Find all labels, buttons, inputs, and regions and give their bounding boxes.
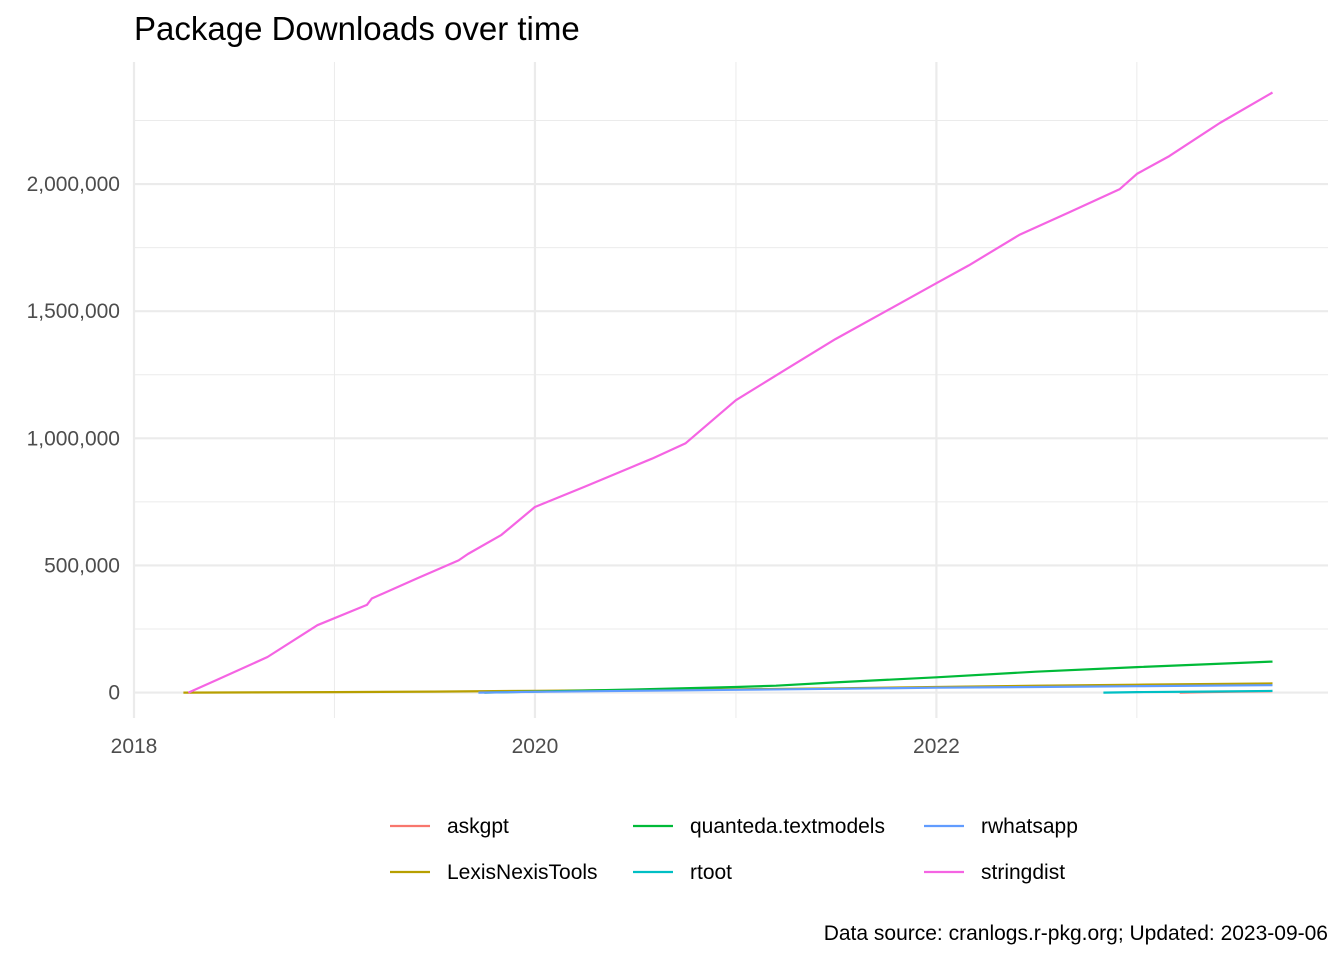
x-tick-label: 2018 (111, 735, 158, 758)
y-tick-label: 0 (108, 682, 120, 705)
y-axis-ticks: 0 500,000 1,000,000 1,500,000 2,000,000 (27, 173, 120, 705)
legend-label: rwhatsapp (981, 815, 1078, 838)
y-tick-label: 1,000,000 (27, 427, 120, 450)
series-line-rtoot (1103, 689, 1273, 694)
legend-label: LexisNexisTools (447, 861, 598, 884)
legend-label: quanteda.textmodels (690, 815, 885, 838)
minor-gridlines (134, 62, 1328, 718)
series-lines (183, 91, 1274, 694)
y-tick-label: 2,000,000 (27, 173, 120, 196)
legend-label: askgpt (447, 815, 509, 838)
x-axis-ticks: 2018 2020 2022 (111, 735, 960, 758)
x-tick-label: 2020 (512, 735, 559, 758)
series-line-stringdist (187, 91, 1274, 694)
chart-caption: Data source: cranlogs.r-pkg.org; Updated… (824, 922, 1328, 945)
chart-title: Package Downloads over time (134, 10, 580, 47)
x-tick-label: 2022 (913, 735, 960, 758)
y-tick-label: 1,500,000 (27, 300, 120, 323)
major-gridlines (132, 62, 1328, 718)
legend: askgpt quanteda.textmodels rwhatsapp LexisN… (390, 815, 1078, 884)
series-line-rwhatsapp (478, 684, 1273, 694)
legend-label: stringdist (981, 861, 1065, 884)
legend-label: rtoot (690, 861, 732, 884)
y-tick-label: 500,000 (44, 554, 120, 577)
